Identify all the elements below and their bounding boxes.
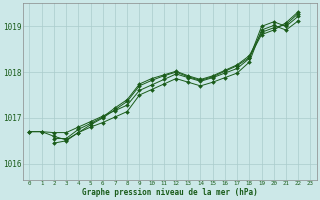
X-axis label: Graphe pression niveau de la mer (hPa): Graphe pression niveau de la mer (hPa) bbox=[82, 188, 258, 197]
